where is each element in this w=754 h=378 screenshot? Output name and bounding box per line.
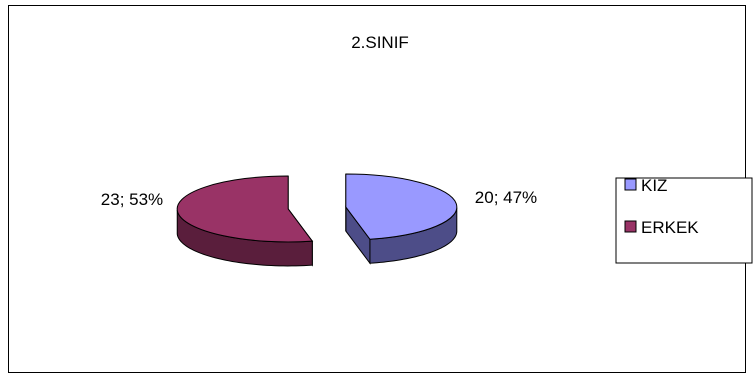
data-label-kiz: 20; 47% [475,188,537,207]
chart-title: 2.SINIF [351,33,409,52]
data-labels: 20; 47% 23; 53% [101,188,537,209]
legend-swatch-kiz [624,178,637,191]
legend-box [615,177,753,264]
legend-label-kiz: KIZ [641,176,667,195]
legend-label-erkek: ERKEK [641,218,699,237]
slice-kiz [345,173,458,265]
slice-top-kiz [345,173,458,240]
pie-slices [176,173,458,267]
data-label-erkek: 23; 53% [101,190,163,209]
slice-erkek [176,175,314,267]
slice-top-erkek [176,175,314,243]
legend: KIZ ERKEK [615,176,753,264]
legend-swatch-erkek [624,220,637,233]
